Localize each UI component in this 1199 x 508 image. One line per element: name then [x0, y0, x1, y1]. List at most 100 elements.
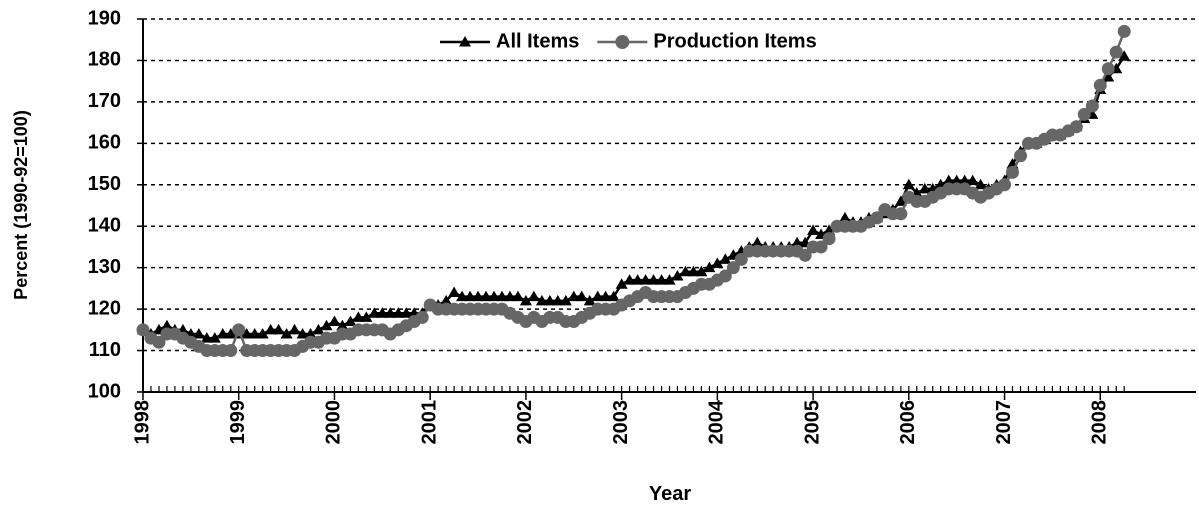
point — [1102, 71, 1115, 82]
y-tick-label: 170 — [88, 90, 121, 112]
series-line — [142, 55, 1126, 340]
point — [288, 323, 301, 335]
point — [1005, 165, 1019, 179]
point — [344, 315, 357, 327]
point — [456, 290, 469, 302]
point — [224, 344, 238, 358]
point — [599, 290, 612, 302]
x-tick-label: 2005 — [801, 400, 823, 445]
x-tick-label: 2004 — [706, 399, 728, 444]
point — [519, 294, 532, 306]
point — [543, 294, 556, 306]
point — [1085, 99, 1099, 113]
legend-box — [432, 26, 894, 58]
point — [488, 290, 501, 302]
point — [224, 327, 237, 339]
y-tick-label: 120 — [88, 297, 121, 319]
point — [216, 327, 229, 339]
x-tick-label: 2008 — [1089, 400, 1111, 445]
point — [591, 290, 604, 302]
point — [280, 327, 293, 339]
point — [734, 252, 748, 266]
point — [751, 236, 764, 248]
point — [870, 211, 884, 225]
y-tick-label: 100 — [88, 380, 121, 402]
point — [807, 224, 820, 235]
point — [958, 174, 971, 186]
x-tick-label: 1999 — [227, 400, 249, 445]
x-tick-label: 2000 — [323, 400, 345, 445]
point — [1117, 24, 1131, 38]
x-axis-label: Year — [649, 483, 691, 505]
point — [272, 323, 285, 335]
point — [304, 327, 317, 339]
point — [160, 319, 173, 331]
point — [726, 261, 740, 275]
point — [1069, 120, 1083, 134]
point — [663, 274, 676, 285]
point — [495, 290, 508, 302]
x-tick-label: 2007 — [993, 400, 1015, 445]
point — [998, 178, 1012, 192]
point — [655, 274, 668, 285]
point — [798, 248, 812, 262]
point — [974, 178, 987, 190]
y-tick-label: 150 — [88, 173, 121, 195]
point — [695, 265, 708, 277]
point — [838, 211, 851, 223]
point — [400, 307, 413, 318]
point — [152, 335, 166, 349]
point — [208, 332, 221, 343]
point — [376, 307, 389, 318]
point — [479, 290, 492, 302]
point — [894, 207, 908, 221]
point — [791, 236, 804, 248]
point — [559, 294, 572, 306]
legend-symbol — [459, 36, 471, 47]
x-tick-label: 2002 — [514, 400, 536, 445]
y-tick-label: 160 — [88, 132, 121, 154]
point — [1093, 78, 1107, 92]
legend-marker — [615, 35, 630, 49]
point — [320, 319, 333, 331]
point — [296, 327, 309, 339]
x-tick-label: 1998 — [131, 400, 153, 445]
point — [902, 178, 915, 190]
point — [1101, 62, 1115, 76]
x-tick-label: 2006 — [897, 400, 919, 445]
point — [464, 290, 477, 302]
legend-symbol — [615, 35, 630, 49]
point — [352, 311, 365, 322]
point — [711, 257, 724, 269]
point — [472, 290, 485, 302]
point — [200, 332, 213, 343]
point — [448, 286, 461, 298]
x-tick-label: 2001 — [418, 400, 440, 445]
point — [687, 265, 700, 277]
legend-label: All Items — [496, 30, 579, 52]
point — [1109, 45, 1123, 59]
point — [607, 290, 620, 302]
legend-marker — [459, 36, 471, 47]
point — [240, 327, 253, 339]
point — [623, 274, 636, 285]
y-tick-label: 130 — [88, 256, 121, 278]
point — [511, 290, 524, 302]
point — [336, 319, 349, 331]
legend: All Items Production Items — [432, 26, 894, 58]
point — [575, 290, 588, 302]
point — [679, 265, 692, 277]
point — [966, 174, 979, 186]
legend-label: Production Items — [653, 30, 816, 52]
point — [328, 315, 341, 327]
point — [639, 274, 652, 285]
point — [719, 253, 732, 264]
point — [527, 290, 540, 302]
point — [256, 327, 269, 339]
point — [671, 269, 684, 281]
point — [368, 307, 381, 318]
point — [535, 294, 548, 306]
point — [942, 174, 955, 186]
x-tick-label: 2003 — [610, 400, 632, 445]
